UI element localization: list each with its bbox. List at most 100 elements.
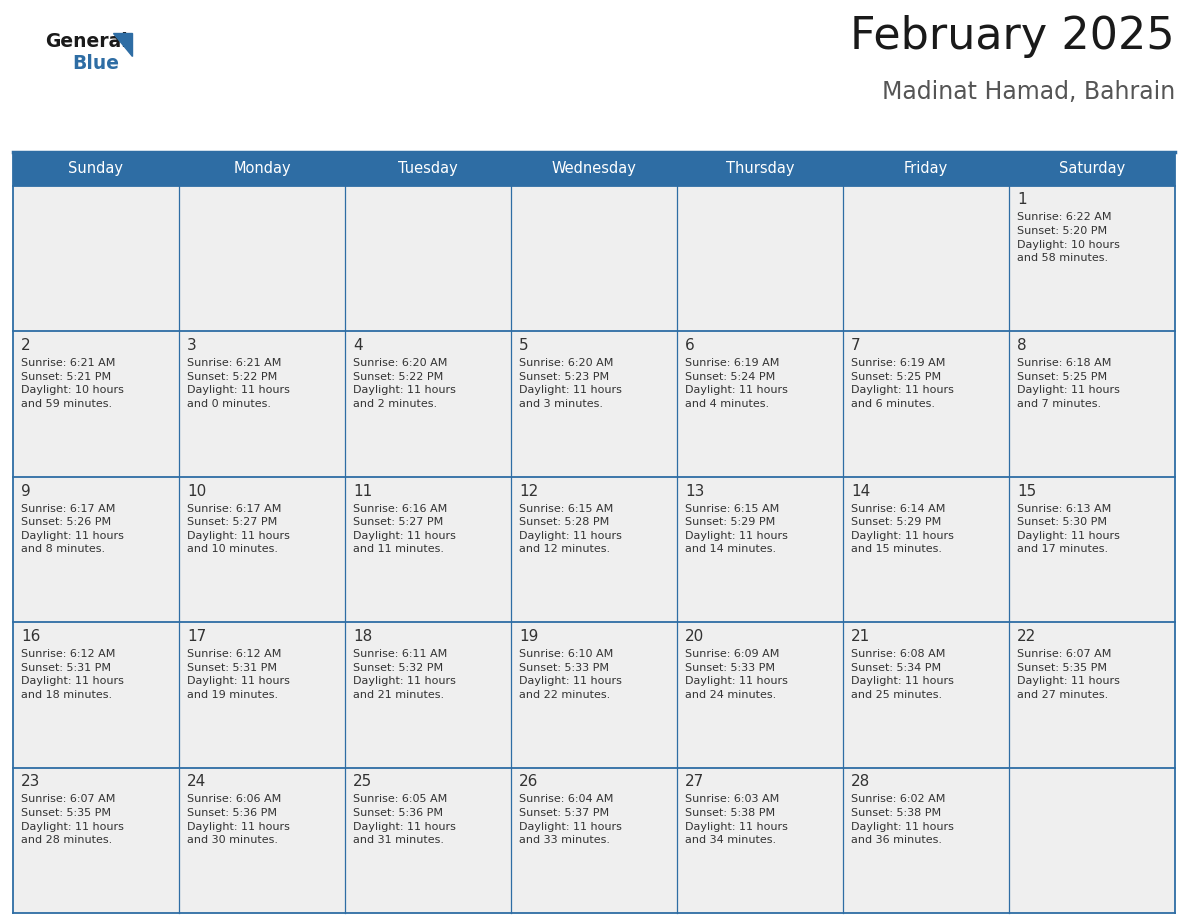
Text: Sunrise: 6:14 AM
Sunset: 5:29 PM
Daylight: 11 hours
and 15 minutes.: Sunrise: 6:14 AM Sunset: 5:29 PM Dayligh… xyxy=(851,503,954,554)
Bar xyxy=(677,185,843,331)
Bar xyxy=(511,622,677,767)
Text: 8: 8 xyxy=(1017,338,1026,353)
Text: Sunrise: 6:03 AM
Sunset: 5:38 PM
Daylight: 11 hours
and 34 minutes.: Sunrise: 6:03 AM Sunset: 5:38 PM Dayligh… xyxy=(685,794,788,845)
Bar xyxy=(1009,622,1175,767)
Text: Sunrise: 6:11 AM
Sunset: 5:32 PM
Daylight: 11 hours
and 21 minutes.: Sunrise: 6:11 AM Sunset: 5:32 PM Dayligh… xyxy=(353,649,456,700)
Bar xyxy=(345,476,511,622)
Bar xyxy=(511,331,677,476)
Text: February 2025: February 2025 xyxy=(851,15,1175,58)
Text: Sunrise: 6:20 AM
Sunset: 5:23 PM
Daylight: 11 hours
and 3 minutes.: Sunrise: 6:20 AM Sunset: 5:23 PM Dayligh… xyxy=(519,358,621,409)
Text: Wednesday: Wednesday xyxy=(551,162,637,176)
Text: 20: 20 xyxy=(685,629,704,644)
Polygon shape xyxy=(114,33,133,56)
Text: 19: 19 xyxy=(519,629,538,644)
Bar xyxy=(1009,331,1175,476)
Bar xyxy=(345,767,511,913)
Bar xyxy=(843,476,1009,622)
Text: 4: 4 xyxy=(353,338,362,353)
Text: Sunrise: 6:07 AM
Sunset: 5:35 PM
Daylight: 11 hours
and 27 minutes.: Sunrise: 6:07 AM Sunset: 5:35 PM Dayligh… xyxy=(1017,649,1120,700)
Text: 14: 14 xyxy=(851,484,871,498)
Text: Thursday: Thursday xyxy=(726,162,795,176)
Bar xyxy=(511,767,677,913)
Bar xyxy=(179,622,345,767)
Text: Sunrise: 6:07 AM
Sunset: 5:35 PM
Daylight: 11 hours
and 28 minutes.: Sunrise: 6:07 AM Sunset: 5:35 PM Dayligh… xyxy=(21,794,124,845)
Text: Friday: Friday xyxy=(904,162,948,176)
Text: Sunday: Sunday xyxy=(69,162,124,176)
Text: Sunrise: 6:06 AM
Sunset: 5:36 PM
Daylight: 11 hours
and 30 minutes.: Sunrise: 6:06 AM Sunset: 5:36 PM Dayligh… xyxy=(187,794,290,845)
Bar xyxy=(677,622,843,767)
Text: 3: 3 xyxy=(187,338,197,353)
Text: Sunrise: 6:20 AM
Sunset: 5:22 PM
Daylight: 11 hours
and 2 minutes.: Sunrise: 6:20 AM Sunset: 5:22 PM Dayligh… xyxy=(353,358,456,409)
Bar xyxy=(677,767,843,913)
Text: Sunrise: 6:15 AM
Sunset: 5:28 PM
Daylight: 11 hours
and 12 minutes.: Sunrise: 6:15 AM Sunset: 5:28 PM Dayligh… xyxy=(519,503,621,554)
Bar xyxy=(1009,767,1175,913)
Text: 24: 24 xyxy=(187,775,207,789)
Text: Sunrise: 6:17 AM
Sunset: 5:27 PM
Daylight: 11 hours
and 10 minutes.: Sunrise: 6:17 AM Sunset: 5:27 PM Dayligh… xyxy=(187,503,290,554)
Text: Sunrise: 6:05 AM
Sunset: 5:36 PM
Daylight: 11 hours
and 31 minutes.: Sunrise: 6:05 AM Sunset: 5:36 PM Dayligh… xyxy=(353,794,456,845)
Text: Tuesday: Tuesday xyxy=(398,162,457,176)
Text: 26: 26 xyxy=(519,775,538,789)
Text: 25: 25 xyxy=(353,775,372,789)
Bar xyxy=(13,767,179,913)
Text: Sunrise: 6:18 AM
Sunset: 5:25 PM
Daylight: 11 hours
and 7 minutes.: Sunrise: 6:18 AM Sunset: 5:25 PM Dayligh… xyxy=(1017,358,1120,409)
Text: Sunrise: 6:04 AM
Sunset: 5:37 PM
Daylight: 11 hours
and 33 minutes.: Sunrise: 6:04 AM Sunset: 5:37 PM Dayligh… xyxy=(519,794,621,845)
Text: General: General xyxy=(45,32,128,51)
Text: 27: 27 xyxy=(685,775,704,789)
Text: 7: 7 xyxy=(851,338,860,353)
Bar xyxy=(1009,476,1175,622)
Text: Sunrise: 6:12 AM
Sunset: 5:31 PM
Daylight: 11 hours
and 18 minutes.: Sunrise: 6:12 AM Sunset: 5:31 PM Dayligh… xyxy=(21,649,124,700)
Text: Saturday: Saturday xyxy=(1059,162,1125,176)
Bar xyxy=(13,152,1175,185)
Bar xyxy=(179,476,345,622)
Text: Monday: Monday xyxy=(233,162,291,176)
Bar xyxy=(511,476,677,622)
Bar xyxy=(345,331,511,476)
Bar xyxy=(345,622,511,767)
Bar xyxy=(677,331,843,476)
Text: Sunrise: 6:16 AM
Sunset: 5:27 PM
Daylight: 11 hours
and 11 minutes.: Sunrise: 6:16 AM Sunset: 5:27 PM Dayligh… xyxy=(353,503,456,554)
Text: Sunrise: 6:19 AM
Sunset: 5:24 PM
Daylight: 11 hours
and 4 minutes.: Sunrise: 6:19 AM Sunset: 5:24 PM Dayligh… xyxy=(685,358,788,409)
Text: 11: 11 xyxy=(353,484,372,498)
Text: 12: 12 xyxy=(519,484,538,498)
Bar xyxy=(13,331,179,476)
Text: 15: 15 xyxy=(1017,484,1036,498)
Text: 1: 1 xyxy=(1017,193,1026,207)
Bar xyxy=(13,476,179,622)
Bar xyxy=(179,185,345,331)
Text: 17: 17 xyxy=(187,629,207,644)
Bar xyxy=(13,185,179,331)
Text: Sunrise: 6:17 AM
Sunset: 5:26 PM
Daylight: 11 hours
and 8 minutes.: Sunrise: 6:17 AM Sunset: 5:26 PM Dayligh… xyxy=(21,503,124,554)
Text: Madinat Hamad, Bahrain: Madinat Hamad, Bahrain xyxy=(881,80,1175,104)
Text: 10: 10 xyxy=(187,484,207,498)
Bar xyxy=(511,185,677,331)
Bar xyxy=(677,476,843,622)
Text: Sunrise: 6:21 AM
Sunset: 5:21 PM
Daylight: 10 hours
and 59 minutes.: Sunrise: 6:21 AM Sunset: 5:21 PM Dayligh… xyxy=(21,358,124,409)
Bar xyxy=(843,331,1009,476)
Text: 13: 13 xyxy=(685,484,704,498)
Text: 23: 23 xyxy=(21,775,40,789)
Text: Sunrise: 6:02 AM
Sunset: 5:38 PM
Daylight: 11 hours
and 36 minutes.: Sunrise: 6:02 AM Sunset: 5:38 PM Dayligh… xyxy=(851,794,954,845)
Bar xyxy=(179,331,345,476)
Text: 9: 9 xyxy=(21,484,31,498)
Text: Sunrise: 6:09 AM
Sunset: 5:33 PM
Daylight: 11 hours
and 24 minutes.: Sunrise: 6:09 AM Sunset: 5:33 PM Dayligh… xyxy=(685,649,788,700)
Text: Sunrise: 6:22 AM
Sunset: 5:20 PM
Daylight: 10 hours
and 58 minutes.: Sunrise: 6:22 AM Sunset: 5:20 PM Dayligh… xyxy=(1017,212,1120,263)
Text: Sunrise: 6:21 AM
Sunset: 5:22 PM
Daylight: 11 hours
and 0 minutes.: Sunrise: 6:21 AM Sunset: 5:22 PM Dayligh… xyxy=(187,358,290,409)
Bar xyxy=(179,767,345,913)
Text: Sunrise: 6:12 AM
Sunset: 5:31 PM
Daylight: 11 hours
and 19 minutes.: Sunrise: 6:12 AM Sunset: 5:31 PM Dayligh… xyxy=(187,649,290,700)
Text: 18: 18 xyxy=(353,629,372,644)
Text: Sunrise: 6:08 AM
Sunset: 5:34 PM
Daylight: 11 hours
and 25 minutes.: Sunrise: 6:08 AM Sunset: 5:34 PM Dayligh… xyxy=(851,649,954,700)
Text: Sunrise: 6:19 AM
Sunset: 5:25 PM
Daylight: 11 hours
and 6 minutes.: Sunrise: 6:19 AM Sunset: 5:25 PM Dayligh… xyxy=(851,358,954,409)
Bar xyxy=(843,185,1009,331)
Text: Sunrise: 6:10 AM
Sunset: 5:33 PM
Daylight: 11 hours
and 22 minutes.: Sunrise: 6:10 AM Sunset: 5:33 PM Dayligh… xyxy=(519,649,621,700)
Text: 21: 21 xyxy=(851,629,871,644)
Text: Blue: Blue xyxy=(72,54,119,73)
Text: 2: 2 xyxy=(21,338,31,353)
Bar xyxy=(843,767,1009,913)
Bar xyxy=(843,622,1009,767)
Bar xyxy=(13,622,179,767)
Text: 5: 5 xyxy=(519,338,529,353)
Text: 28: 28 xyxy=(851,775,871,789)
Text: 6: 6 xyxy=(685,338,695,353)
Text: Sunrise: 6:15 AM
Sunset: 5:29 PM
Daylight: 11 hours
and 14 minutes.: Sunrise: 6:15 AM Sunset: 5:29 PM Dayligh… xyxy=(685,503,788,554)
Bar xyxy=(1009,185,1175,331)
